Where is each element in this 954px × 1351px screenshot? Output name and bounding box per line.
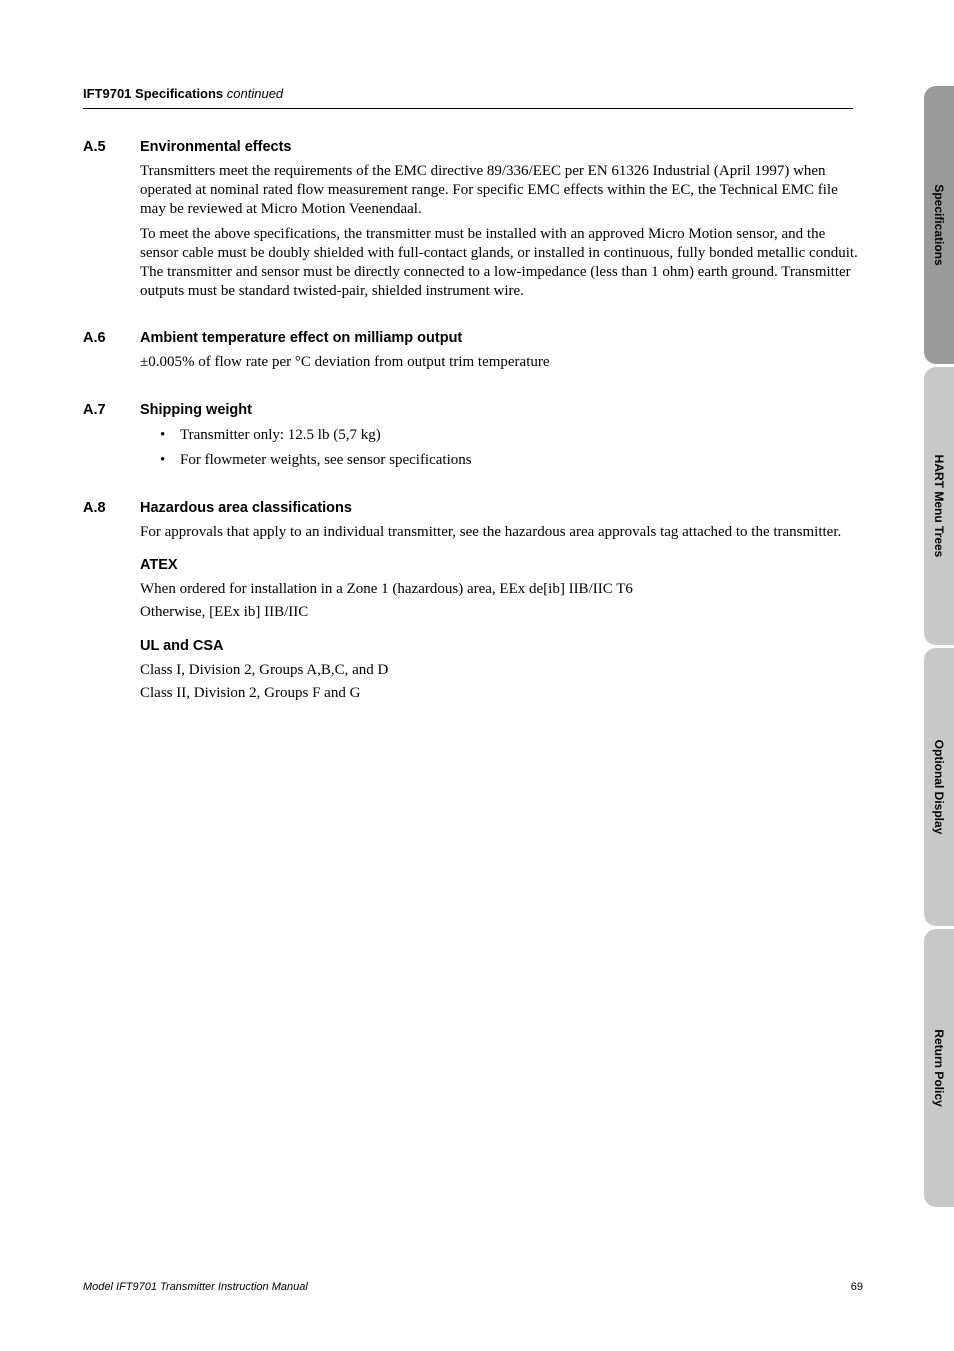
section-heading: A.8 Hazardous area classifications (83, 500, 864, 516)
paragraph: ±0.005% of flow rate per °C deviation fr… (140, 353, 865, 372)
side-tabs: Specifications HART Menu Trees Optional … (884, 0, 954, 1351)
tab-specifications[interactable]: Specifications (924, 86, 954, 364)
header-title: IFT9701 Specifications (83, 86, 223, 101)
subsection-heading: UL and CSA (140, 638, 864, 654)
paragraph: For approvals that apply to an individua… (140, 523, 865, 542)
section-title: Environmental effects (140, 139, 292, 155)
section-a6: A.6 Ambient temperature effect on millia… (83, 330, 864, 372)
section-heading: A.7 Shipping weight (83, 402, 864, 418)
section-heading: A.5 Environmental effects (83, 139, 864, 155)
tab-hart-menu-trees[interactable]: HART Menu Trees (924, 367, 954, 645)
subsection-heading: ATEX (140, 557, 864, 573)
section-number: A.5 (83, 139, 140, 155)
section-a7: A.7 Shipping weight Transmitter only: 12… (83, 402, 864, 470)
bullet-list: Transmitter only: 12.5 lb (5,7 kg) For f… (140, 426, 864, 470)
tab-optional-display[interactable]: Optional Display (924, 648, 954, 926)
paragraph: Class I, Division 2, Groups A,B,C, and D (140, 661, 865, 680)
footer-left: Model IFT9701 Transmitter Instruction Ma… (83, 1281, 308, 1293)
running-header: IFT9701 Specifications continued (83, 85, 864, 109)
tab-return-policy[interactable]: Return Policy (924, 929, 954, 1207)
section-number: A.8 (83, 500, 140, 516)
tab-label: Return Policy (932, 1029, 946, 1106)
tab-label: Specifications (932, 184, 946, 265)
section-title: Hazardous area classifications (140, 500, 352, 516)
header-continued: continued (223, 86, 283, 101)
paragraph: When ordered for installation in a Zone … (140, 580, 865, 599)
section-title: Shipping weight (140, 402, 252, 418)
list-item: Transmitter only: 12.5 lb (5,7 kg) (140, 426, 864, 445)
page-footer: Model IFT9701 Transmitter Instruction Ma… (83, 1281, 863, 1293)
paragraph: Otherwise, [EEx ib] IIB/IIC (140, 603, 865, 622)
header-rule (83, 108, 853, 109)
section-number: A.7 (83, 402, 140, 418)
section-a8: A.8 Hazardous area classifications For a… (83, 500, 864, 703)
tab-label: HART Menu Trees (932, 455, 946, 558)
section-number: A.6 (83, 330, 140, 346)
page-content: IFT9701 Specifications continued A.5 Env… (0, 0, 884, 1351)
page-number: 69 (851, 1281, 863, 1293)
section-a5: A.5 Environmental effects Transmitters m… (83, 139, 864, 300)
section-heading: A.6 Ambient temperature effect on millia… (83, 330, 864, 346)
paragraph: Class II, Division 2, Groups F and G (140, 684, 865, 703)
paragraph: Transmitters meet the requirements of th… (140, 162, 865, 218)
list-item: For flowmeter weights, see sensor specif… (140, 451, 864, 470)
tab-label: Optional Display (932, 740, 946, 835)
section-title: Ambient temperature effect on milliamp o… (140, 330, 462, 346)
paragraph: To meet the above specifications, the tr… (140, 225, 865, 300)
